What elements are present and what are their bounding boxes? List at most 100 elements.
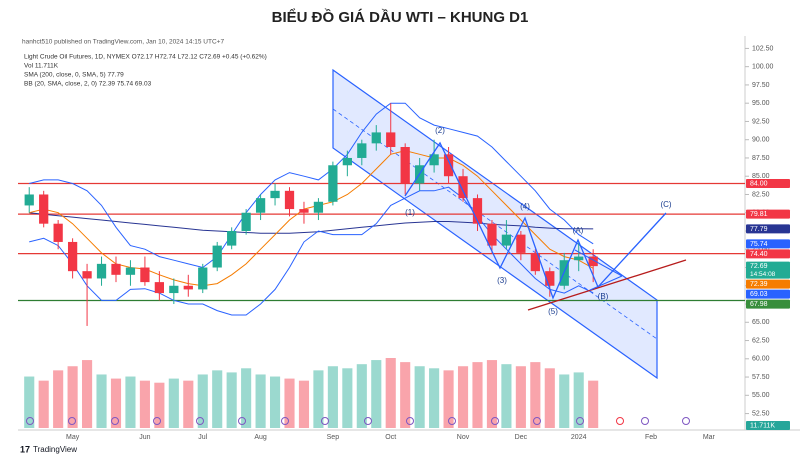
event-icon (321, 417, 329, 425)
y-tick-label: 97.50 (752, 82, 770, 89)
x-tick-label: Mar (703, 434, 716, 441)
candle-body (472, 198, 483, 224)
y-tick-label: 92.50 (752, 118, 770, 125)
indicator-line (29, 150, 594, 287)
y-tick-label: 87.50 (752, 155, 770, 162)
x-tick-label: Jul (198, 434, 207, 441)
price-tag (746, 239, 790, 249)
volume-bar (241, 368, 252, 428)
candle-body (198, 267, 208, 290)
triangle-top (574, 249, 623, 277)
volume-bar (226, 372, 237, 428)
price-tag-label: 67.98 (750, 301, 768, 308)
volume-bar (400, 362, 411, 428)
candle-body (516, 234, 526, 253)
event-icon (641, 417, 649, 425)
y-tick-label: 100.00 (752, 64, 774, 71)
volume-bar (559, 374, 570, 428)
volume-bar (298, 380, 310, 428)
event-icon (196, 417, 204, 425)
candle-body (357, 143, 367, 158)
candle-body (67, 241, 78, 272)
volume-bar (139, 380, 150, 428)
volume-bar (371, 360, 382, 428)
candle-body (501, 234, 512, 246)
event-icon (153, 417, 161, 425)
plot: 52.5055.0057.5060.0062.5065.0067.5070.00… (18, 45, 790, 441)
indicator-line (29, 212, 594, 234)
logo-text: TradingView (33, 445, 77, 454)
volume-bar (544, 368, 555, 428)
price-tag (746, 289, 790, 299)
candle-body (255, 198, 266, 213)
event-icon (68, 417, 76, 425)
candle-body (574, 256, 584, 261)
wave-label: (2) (435, 126, 445, 135)
event-icon (406, 417, 414, 425)
x-tick-label: Jun (139, 434, 150, 441)
volume-bar (38, 380, 49, 428)
legend-line: SMA (200, close, 0, SMA, 5) 77.79 (24, 72, 124, 79)
indicator-line (29, 186, 594, 316)
candle-body (227, 230, 237, 246)
volume-bar (125, 376, 136, 428)
price-tag-label: 74.40 (750, 251, 768, 258)
indicator-line (29, 102, 594, 269)
volume-bar (197, 374, 208, 428)
candle-body (458, 176, 468, 199)
wave-label: (C) (660, 200, 671, 209)
candle-body (270, 190, 280, 199)
volume-bar (96, 374, 107, 428)
y-tick-label: 90.00 (752, 137, 770, 144)
x-tick-label: Feb (645, 434, 657, 441)
wave-label: (B) (598, 292, 609, 301)
wave-label: (5) (548, 307, 558, 316)
candle-body (82, 271, 92, 279)
volume-bar (501, 364, 512, 428)
volume-tag (746, 421, 790, 430)
volume-bar (168, 378, 179, 428)
volume-bar (414, 366, 425, 428)
event-icon (111, 417, 119, 425)
candle-body (212, 245, 222, 268)
price-tag (746, 224, 790, 234)
wave-label: (4) (520, 202, 530, 211)
wave-label: (A) (573, 226, 584, 235)
volume-bar (530, 362, 541, 428)
price-tag-label: 72.69 (750, 263, 768, 270)
y-tick-label: 102.50 (752, 45, 774, 52)
volume-bar (457, 366, 469, 428)
wave-label: (3) (497, 276, 507, 285)
x-tick-label: Oct (385, 434, 396, 441)
event-icon (682, 417, 690, 425)
volume-bar (82, 360, 93, 428)
triangle-bottom (589, 275, 623, 291)
price-tag (746, 299, 790, 309)
event-icon (26, 417, 34, 425)
candle-body (39, 194, 49, 224)
volume-bar (284, 378, 295, 428)
event-icon (533, 417, 541, 425)
candle-body (140, 267, 150, 283)
candle-body (241, 212, 251, 231)
candle-body (96, 263, 107, 279)
trendline (527, 259, 687, 311)
event-icon (491, 417, 499, 425)
price-tag-label: 75.74 (750, 241, 768, 248)
candle-body (386, 132, 396, 148)
candle-body (183, 285, 193, 290)
price-tag-label: 79.81 (750, 211, 768, 218)
x-tick-label: Aug (254, 434, 267, 441)
volume-bar (573, 372, 584, 428)
drawings (404, 141, 687, 311)
wave-label: (1) (405, 208, 415, 217)
volume-bar (588, 380, 599, 428)
price-tag (746, 179, 790, 189)
volume-bar (313, 370, 324, 428)
candle-body (530, 252, 540, 272)
volume-bar (356, 364, 367, 428)
candle-body (111, 263, 121, 275)
event-icon (448, 417, 456, 425)
